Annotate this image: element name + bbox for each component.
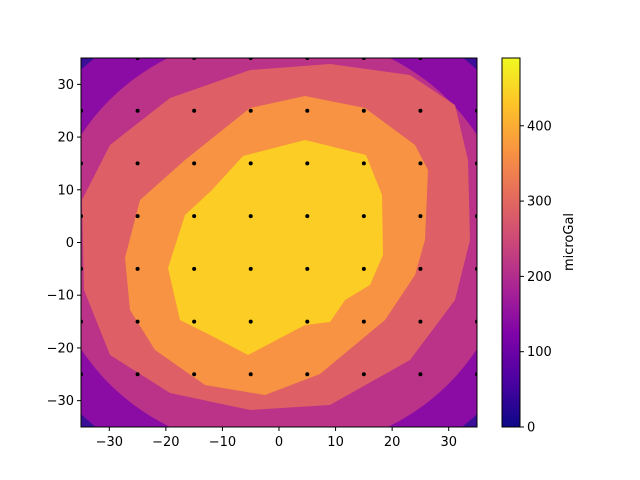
sample-point bbox=[135, 319, 140, 324]
sample-point bbox=[361, 214, 366, 219]
sample-point bbox=[135, 161, 140, 166]
y-tick-label: −10 bbox=[47, 289, 74, 304]
sample-point bbox=[361, 58, 366, 60]
sample-point bbox=[192, 214, 197, 219]
sample-point bbox=[418, 58, 423, 60]
sample-point bbox=[81, 108, 83, 113]
sample-point bbox=[81, 214, 83, 219]
sample-point bbox=[135, 58, 140, 60]
sample-point bbox=[475, 372, 477, 377]
colorbar-tick-label: 300 bbox=[527, 195, 552, 210]
y-tick-label: −30 bbox=[47, 394, 74, 409]
sample-point bbox=[361, 161, 366, 166]
sample-point bbox=[305, 58, 310, 60]
contour-plot bbox=[81, 58, 477, 427]
sample-point bbox=[475, 214, 477, 219]
sample-point bbox=[248, 266, 253, 271]
sample-point bbox=[305, 266, 310, 271]
colorbar-label: microGal bbox=[562, 213, 577, 271]
colorbar-gradient bbox=[501, 57, 521, 428]
sample-point bbox=[192, 372, 197, 377]
sample-point bbox=[361, 319, 366, 324]
sample-point bbox=[135, 266, 140, 271]
sample-point bbox=[248, 108, 253, 113]
y-tick-label: 30 bbox=[57, 78, 74, 93]
x-tick-label: 20 bbox=[384, 435, 401, 450]
sample-point bbox=[305, 319, 310, 324]
sample-point bbox=[81, 372, 83, 377]
sample-point bbox=[192, 161, 197, 166]
sample-point bbox=[248, 319, 253, 324]
colorbar-tick-label: 200 bbox=[527, 270, 552, 285]
sample-point bbox=[192, 108, 197, 113]
sample-point bbox=[475, 319, 477, 324]
contour-band-5 bbox=[168, 140, 383, 355]
sample-point bbox=[192, 58, 197, 60]
colorbar-tick-label: 100 bbox=[527, 345, 552, 360]
sample-points bbox=[81, 58, 477, 377]
sample-point bbox=[248, 214, 253, 219]
sample-point bbox=[475, 108, 477, 113]
y-tick-label: 0 bbox=[66, 236, 74, 251]
x-tick-label: 0 bbox=[275, 435, 283, 450]
sample-point bbox=[418, 319, 423, 324]
x-tick-label: −10 bbox=[209, 435, 236, 450]
sample-point bbox=[248, 58, 253, 60]
sample-point bbox=[135, 108, 140, 113]
sample-point bbox=[361, 108, 366, 113]
sample-point bbox=[248, 372, 253, 377]
colorbar-tick-label: 400 bbox=[527, 119, 552, 134]
sample-point bbox=[248, 161, 253, 166]
sample-point bbox=[81, 161, 83, 166]
sample-point bbox=[305, 161, 310, 166]
sample-point bbox=[475, 161, 477, 166]
colorbar-ticks: 0 100 200 300 400 bbox=[520, 119, 552, 436]
sample-point bbox=[192, 266, 197, 271]
x-axis: −30 −20 −10 0 10 20 30 bbox=[96, 427, 457, 450]
y-tick-label: 20 bbox=[57, 131, 74, 146]
y-tick-label: −20 bbox=[47, 341, 74, 356]
x-tick-label: −20 bbox=[152, 435, 179, 450]
sample-point bbox=[418, 266, 423, 271]
colorbar-tick-label: 0 bbox=[527, 421, 535, 436]
colorbar: 0 100 200 300 400 microGal bbox=[501, 57, 577, 436]
sample-point bbox=[475, 266, 477, 271]
sample-point bbox=[135, 372, 140, 377]
sample-point bbox=[305, 108, 310, 113]
x-tick-label: 10 bbox=[327, 435, 344, 450]
sample-point bbox=[418, 108, 423, 113]
sample-point bbox=[81, 266, 83, 271]
sample-point bbox=[418, 161, 423, 166]
x-tick-label: −30 bbox=[96, 435, 123, 450]
sample-point bbox=[418, 372, 423, 377]
y-axis: −30 −20 −10 0 10 20 30 bbox=[47, 78, 81, 409]
sample-point bbox=[135, 214, 140, 219]
sample-point bbox=[192, 319, 197, 324]
sample-point bbox=[81, 319, 83, 324]
sample-point bbox=[361, 372, 366, 377]
sample-point bbox=[305, 214, 310, 219]
x-tick-label: 30 bbox=[440, 435, 457, 450]
sample-point bbox=[418, 214, 423, 219]
y-tick-label: 10 bbox=[57, 183, 74, 198]
sample-point bbox=[361, 266, 366, 271]
sample-point bbox=[305, 372, 310, 377]
